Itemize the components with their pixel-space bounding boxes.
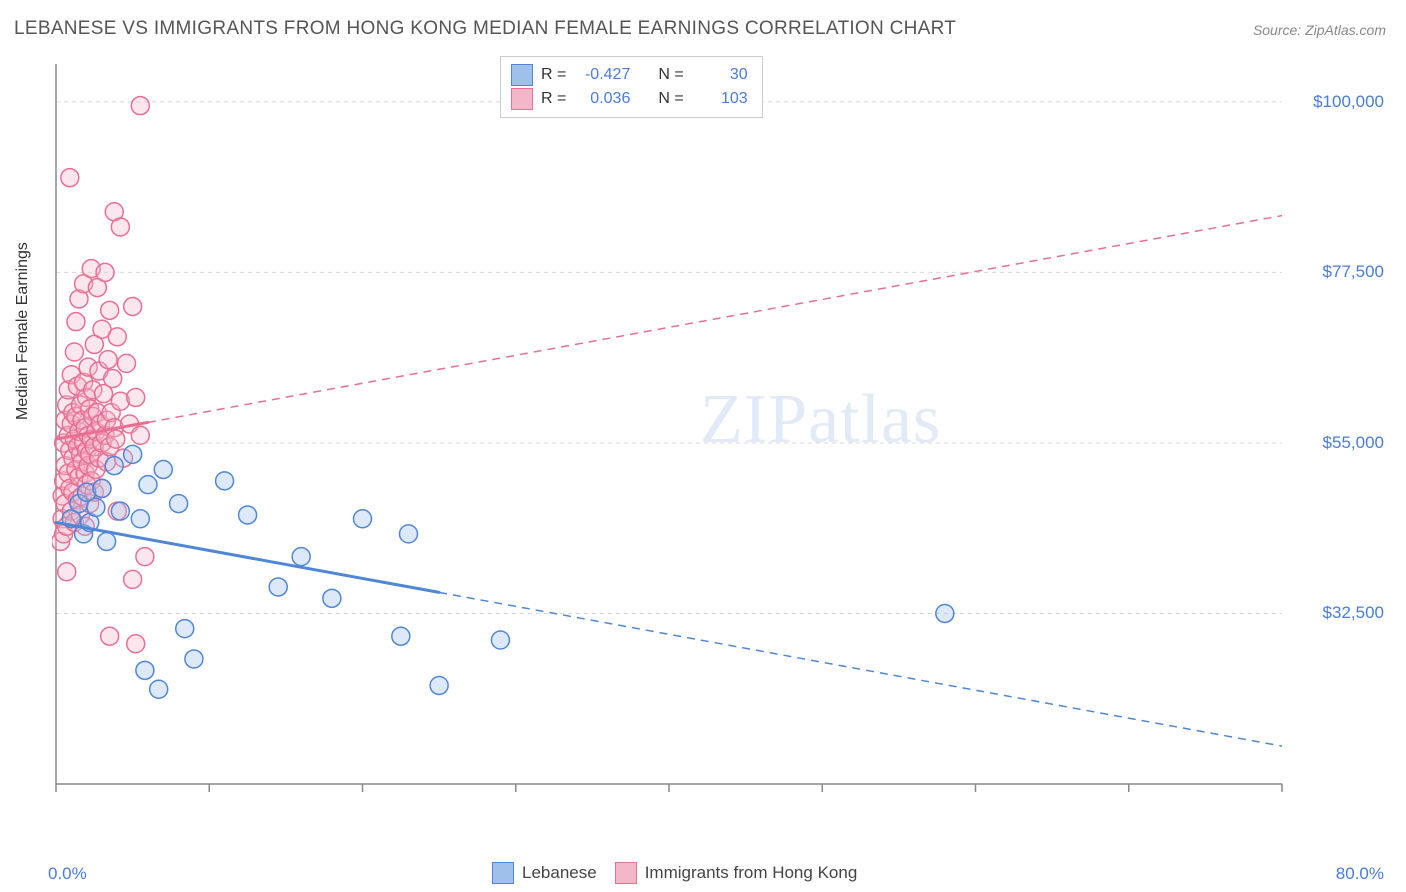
r-label: R = [541, 87, 566, 111]
series-label-hongkong: Immigrants from Hong Kong [645, 863, 858, 883]
y-axis-label: Median Female Earnings [14, 242, 32, 420]
r-label: R = [541, 63, 566, 87]
y-tick-label: $32,500 [1323, 603, 1384, 623]
n-label: N = [658, 63, 683, 87]
x-axis-end-label: 80.0% [1336, 864, 1384, 884]
y-tick-label: $100,000 [1313, 92, 1384, 112]
source-attribution: Source: ZipAtlas.com [1253, 22, 1386, 38]
swatch-hongkong [615, 862, 637, 884]
series-label-lebanese: Lebanese [522, 863, 597, 883]
scatter-svg [52, 54, 1372, 814]
correlation-legend: R = -0.427 N = 30 R = 0.036 N = 103 [500, 56, 763, 118]
n-value-lebanese: 30 [696, 63, 748, 87]
swatch-lebanese [511, 64, 533, 86]
series-legend: Lebanese Immigrants from Hong Kong [492, 862, 857, 884]
r-value-hongkong: 0.036 [578, 87, 630, 111]
swatch-lebanese [492, 862, 514, 884]
n-label: N = [658, 87, 683, 111]
legend-row-lebanese: R = -0.427 N = 30 [511, 63, 748, 87]
legend-item-lebanese: Lebanese [492, 862, 597, 884]
legend-item-hongkong: Immigrants from Hong Kong [615, 862, 858, 884]
swatch-hongkong [511, 88, 533, 110]
x-axis-start-label: 0.0% [48, 864, 87, 884]
y-tick-label: $77,500 [1323, 262, 1384, 282]
n-value-hongkong: 103 [696, 87, 748, 111]
plot-area [52, 54, 1372, 814]
y-tick-label: $55,000 [1323, 433, 1384, 453]
chart-title: LEBANESE VS IMMIGRANTS FROM HONG KONG ME… [14, 18, 956, 40]
r-value-lebanese: -0.427 [578, 63, 630, 87]
legend-row-hongkong: R = 0.036 N = 103 [511, 87, 748, 111]
chart-container: LEBANESE VS IMMIGRANTS FROM HONG KONG ME… [0, 0, 1406, 892]
